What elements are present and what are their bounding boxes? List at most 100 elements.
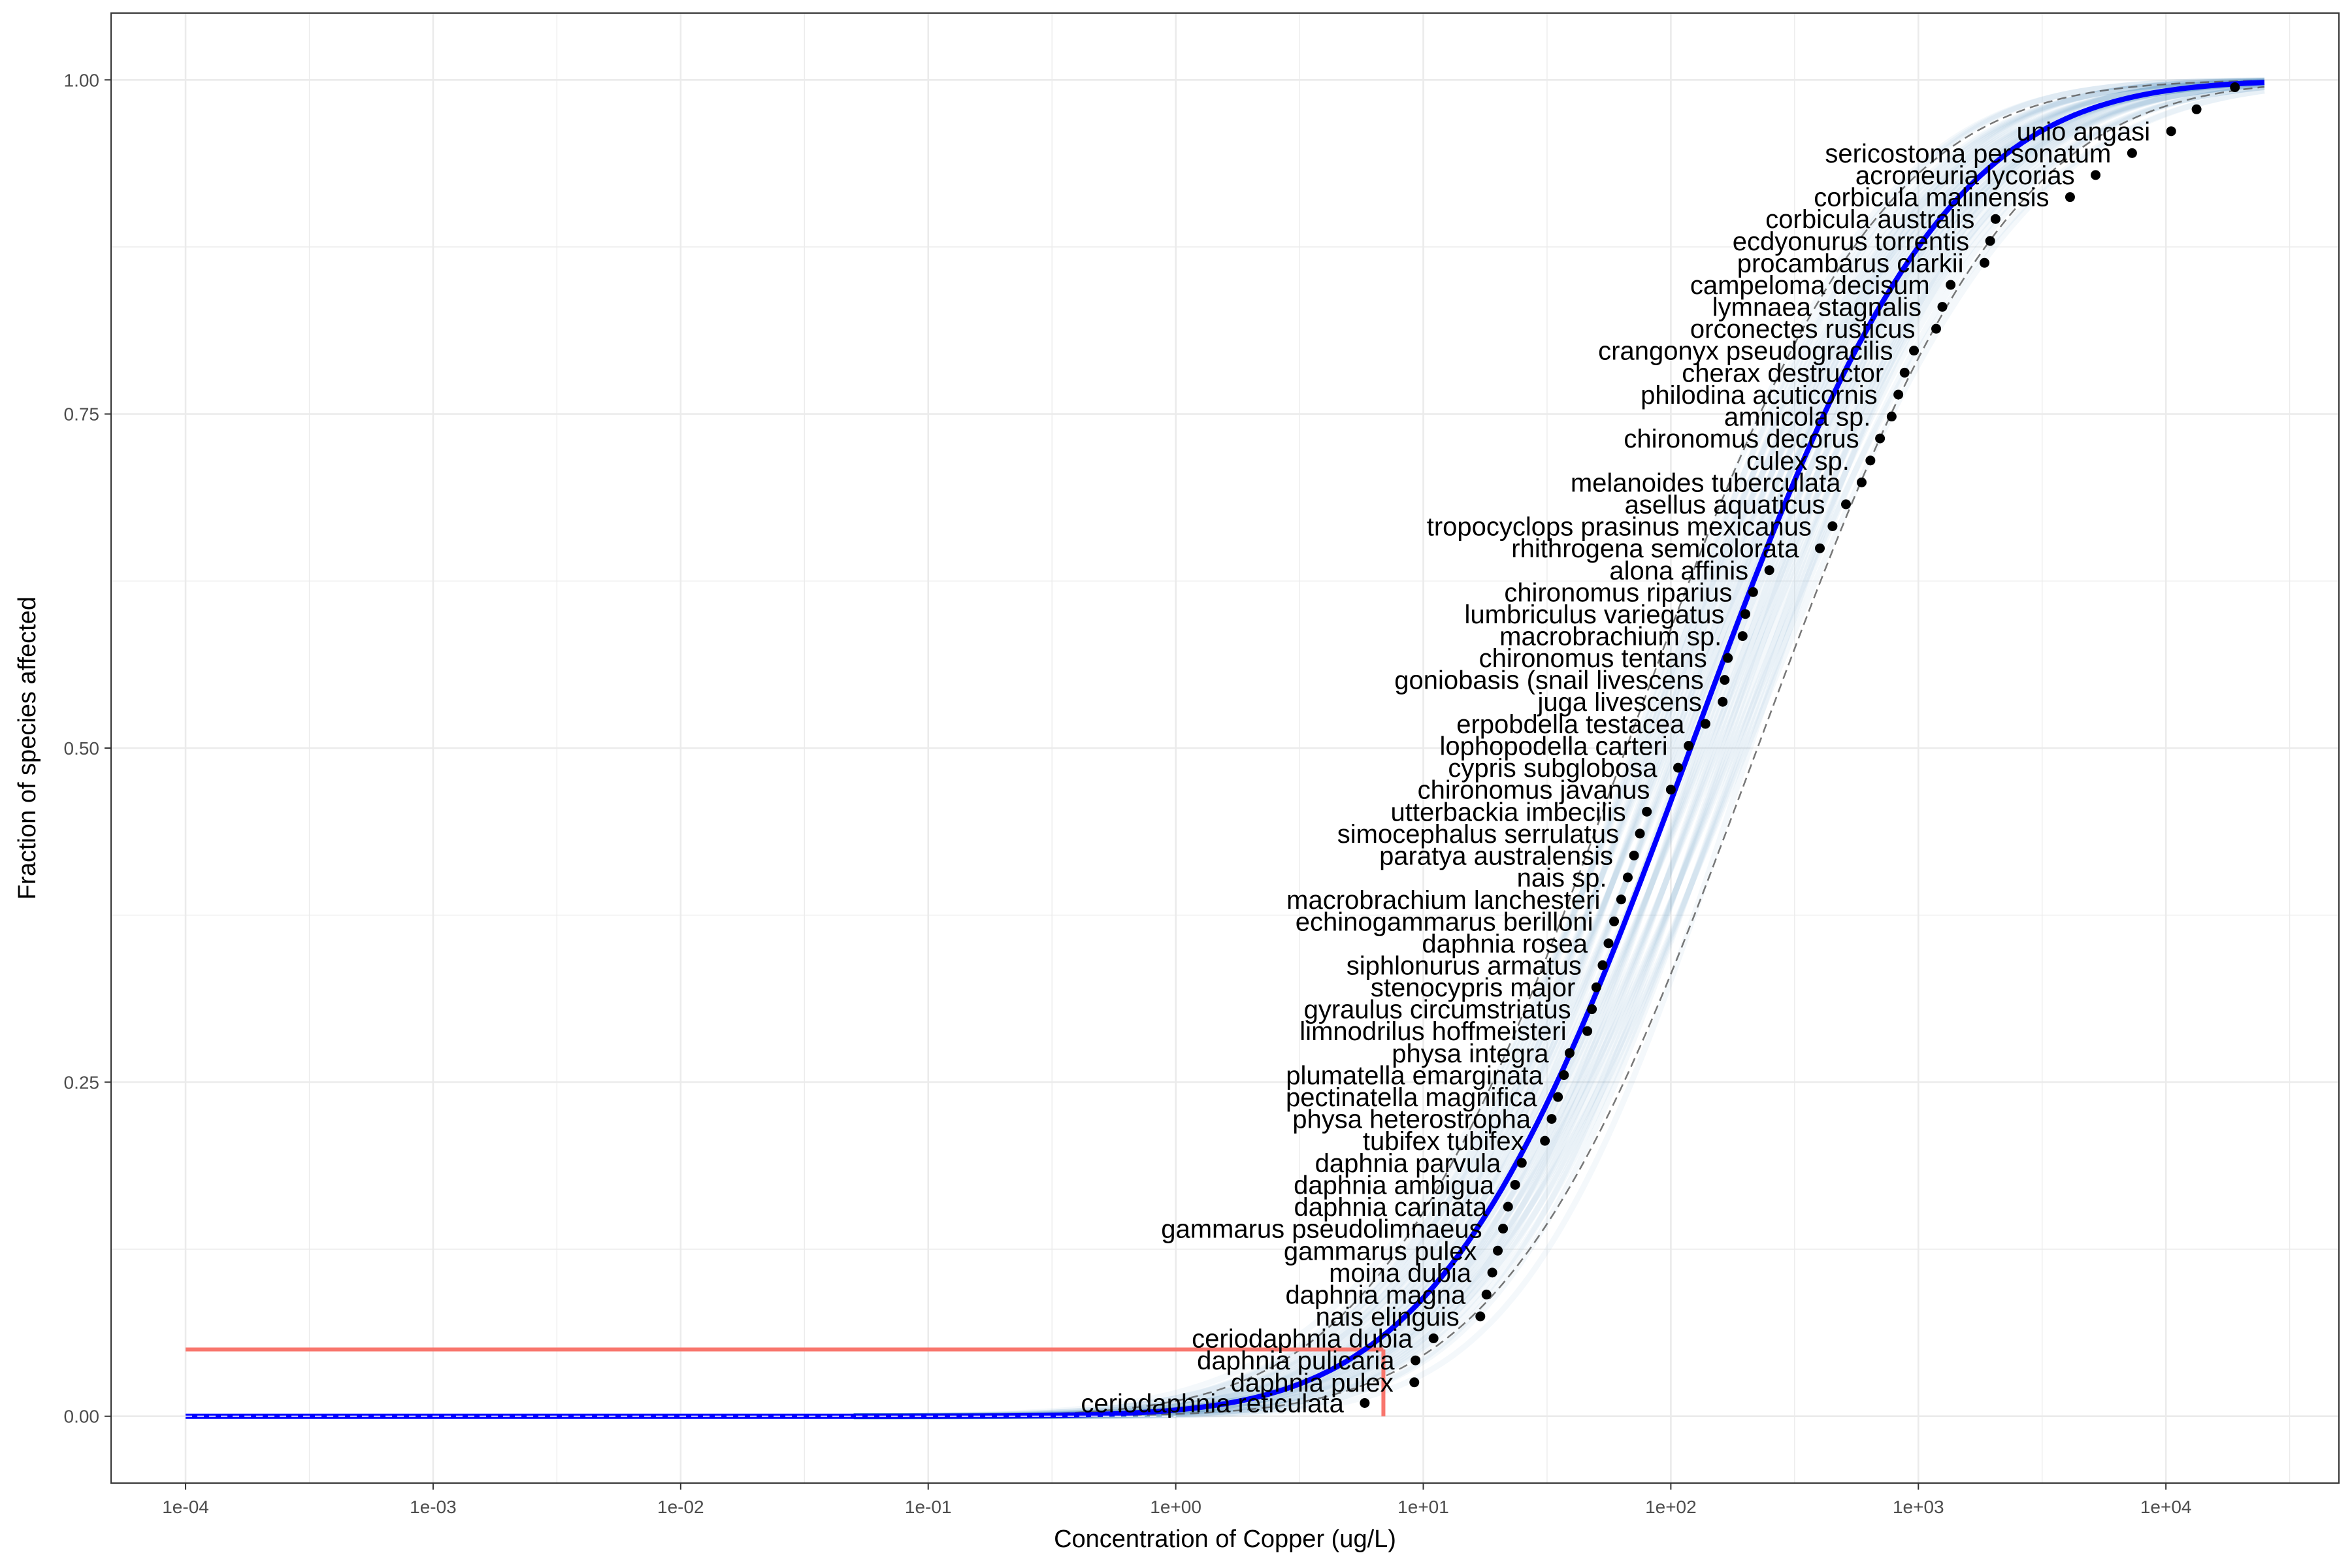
data-point: [1597, 960, 1608, 970]
data-point: [1503, 1201, 1513, 1212]
species-label: daphnia pulex: [1231, 1369, 1394, 1397]
species-label: rhithrogena semicolorata: [1511, 534, 1799, 563]
data-point: [1737, 631, 1748, 642]
data-point: [1720, 675, 1730, 685]
x-tick-label: 1e+03: [1893, 1497, 1944, 1517]
data-point: [1629, 850, 1639, 860]
data-point: [2166, 126, 2176, 137]
species-label: daphnia pulicaria: [1197, 1347, 1395, 1375]
data-point: [2091, 170, 2101, 180]
data-point: [1718, 696, 1728, 707]
bootstrap-curve: [853, 80, 2265, 1419]
species-label: corbicula malinensis: [1814, 184, 2049, 212]
data-point: [1409, 1377, 1420, 1388]
data-point: [1985, 236, 1995, 246]
data-point: [1616, 894, 1626, 905]
data-point: [1498, 1224, 1509, 1234]
fitted-curve: [186, 80, 2265, 1419]
data-point: [1931, 323, 1942, 334]
species-label: simocephalus serrulatus: [1337, 820, 1619, 849]
data-point: [1428, 1333, 1439, 1343]
data-point: [1516, 1158, 1527, 1168]
species-label: ceriodaphnia dubia: [1192, 1324, 1413, 1353]
data-point: [2230, 82, 2240, 93]
bootstrap-curve: [853, 82, 2265, 1420]
species-label: corbicula australis: [1765, 205, 1974, 234]
y-tick-label: 1.00: [64, 70, 100, 90]
data-point: [1510, 1179, 1520, 1190]
data-point: [1411, 1355, 1421, 1365]
data-point: [1990, 214, 2001, 224]
x-tick-label: 1e-04: [162, 1497, 209, 1517]
data-point: [1564, 1048, 1575, 1058]
species-label: cherax destructor: [1682, 359, 1884, 387]
x-tick-label: 1e-03: [410, 1497, 457, 1517]
data-point: [1360, 1397, 1370, 1408]
data-point: [2191, 104, 2202, 114]
species-label: philodina acuticornis: [1641, 381, 1877, 410]
x-tick-label: 1e+04: [2140, 1497, 2192, 1517]
species-label: goniobasis (snail livescens: [1394, 666, 1704, 695]
data-point: [1591, 982, 1601, 992]
species-label: lumbriculus variegatus: [1464, 600, 1724, 629]
data-point: [1609, 916, 1620, 926]
species-label: lophopodella carteri: [1440, 732, 1668, 761]
species-label: daphnia rosea: [1422, 930, 1588, 958]
species-label: tropocyclops prasinus mexicanus: [1427, 512, 1812, 541]
hazard-lines: [186, 1347, 1386, 1416]
x-tick-label: 1e+01: [1397, 1497, 1449, 1517]
data-point: [1481, 1289, 1492, 1299]
x-tick-label: 1e+02: [1645, 1497, 1697, 1517]
y-tick-label: 0.00: [64, 1407, 100, 1427]
species-label: orconectes rusticus: [1690, 315, 1916, 344]
grid-lines: [111, 13, 2339, 1483]
x-tick-label: 1e-01: [905, 1497, 952, 1517]
data-point: [1546, 1114, 1557, 1124]
data-point: [1909, 346, 1919, 356]
species-label: campeloma decisum: [1690, 271, 1930, 300]
species-label: daphnia carinata: [1294, 1193, 1488, 1222]
data-point: [1559, 1070, 1569, 1081]
species-label: pectinatella magnifica: [1286, 1083, 1537, 1112]
data-point: [1723, 653, 1733, 663]
bootstrap-curve: [853, 82, 2265, 1419]
species-label: physa heterostropha: [1292, 1105, 1531, 1134]
data-point: [1865, 455, 1876, 466]
data-point: [1493, 1245, 1503, 1256]
species-label: lymnaea stagnalis: [1712, 293, 1921, 322]
data-point: [1856, 477, 1867, 487]
data-point: [1487, 1267, 1497, 1278]
species-label: gammarus pseudolimnaeus: [1161, 1215, 1482, 1244]
data-points: [1360, 82, 2240, 1408]
species-label: melanoides tuberculata: [1571, 468, 1841, 497]
species-label: siphlonurus armatus: [1347, 951, 1582, 980]
data-point: [1665, 785, 1676, 795]
species-label: ecdyonurus torrentis: [1733, 227, 1969, 256]
species-label: paratya australensis: [1379, 841, 1613, 870]
species-label: tubifex tubifex: [1363, 1127, 1524, 1156]
species-label: chironomus javanus: [1418, 776, 1650, 805]
data-point: [1815, 543, 1825, 553]
species-label: crangonyx pseudogracilis: [1598, 337, 1893, 366]
data-point: [1740, 609, 1750, 619]
x-tick-label: 1e+00: [1150, 1497, 1201, 1517]
data-point: [2065, 192, 2075, 203]
species-label: plumatella emarginata: [1286, 1062, 1543, 1090]
data-point: [1673, 762, 1684, 773]
species-label: utterbackia imbecilis: [1391, 798, 1626, 826]
data-point: [1840, 499, 1851, 510]
species-label: cypris subglobosa: [1448, 754, 1658, 783]
species-label: physa integra: [1392, 1039, 1549, 1068]
species-label: chironomus riparius: [1504, 578, 1732, 607]
data-point: [1748, 587, 1758, 597]
data-point: [1582, 1026, 1593, 1036]
bootstrap-curve: [853, 78, 2265, 1419]
species-label: procambarus clarkii: [1737, 249, 1964, 278]
confidence-band: [1046, 80, 2265, 1417]
y-tick-label: 0.50: [64, 738, 100, 759]
species-label: juga livescens: [1537, 688, 1702, 717]
species-label: macrobrachium sp.: [1499, 623, 1722, 651]
species-label: daphnia parvula: [1315, 1149, 1501, 1178]
